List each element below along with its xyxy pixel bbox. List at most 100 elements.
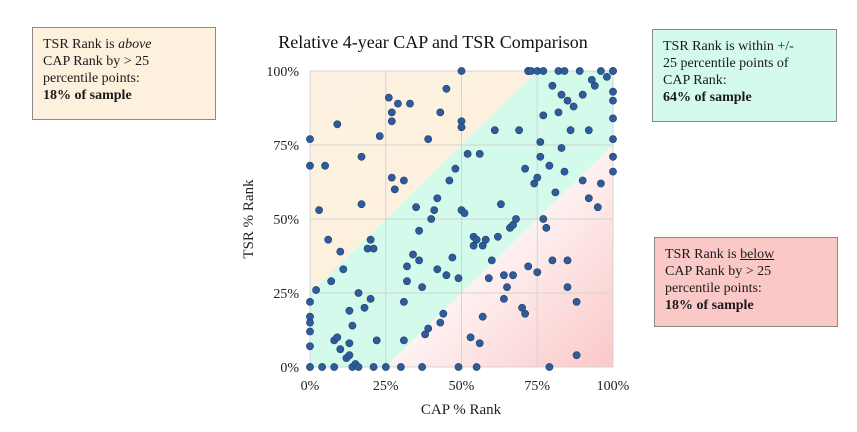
callout-below-share: 18% of sample bbox=[665, 298, 754, 313]
data-point bbox=[418, 363, 426, 371]
data-point bbox=[442, 271, 451, 280]
data-point bbox=[390, 185, 399, 194]
data-point bbox=[609, 67, 617, 75]
callout-above-share: 18% of sample bbox=[43, 88, 132, 103]
callout-below-emphasis: below bbox=[740, 247, 775, 262]
data-point bbox=[366, 294, 375, 303]
data-point bbox=[463, 149, 472, 158]
data-point bbox=[345, 306, 354, 315]
data-point bbox=[484, 274, 493, 283]
x-axis-label: CAP % Rank bbox=[421, 402, 502, 418]
data-points bbox=[306, 67, 617, 371]
data-point bbox=[609, 167, 617, 176]
data-point bbox=[560, 167, 569, 176]
data-point bbox=[609, 87, 617, 96]
data-point bbox=[460, 209, 469, 217]
data-point bbox=[399, 176, 408, 185]
chart-title: Relative 4-year CAP and TSR Comparison bbox=[278, 32, 587, 52]
data-point bbox=[315, 206, 323, 214]
data-point bbox=[487, 256, 496, 265]
data-point bbox=[433, 194, 442, 203]
data-point bbox=[475, 149, 484, 158]
data-point bbox=[321, 161, 329, 170]
data-point bbox=[384, 93, 393, 102]
data-point bbox=[563, 256, 572, 265]
data-point bbox=[457, 123, 466, 132]
data-point bbox=[609, 96, 617, 105]
x-tick-label: 100% bbox=[597, 379, 630, 394]
data-point bbox=[357, 200, 366, 209]
y-tick-label: 50% bbox=[273, 213, 299, 228]
data-point bbox=[557, 90, 566, 99]
data-point bbox=[330, 363, 339, 371]
data-point bbox=[584, 126, 593, 135]
data-point bbox=[454, 363, 463, 371]
data-point bbox=[512, 215, 520, 223]
data-point bbox=[578, 176, 587, 185]
data-point bbox=[306, 318, 314, 327]
data-point bbox=[387, 173, 396, 182]
data-point bbox=[387, 108, 396, 117]
x-tick-labels: 0% 25% 50% 75% 100% bbox=[301, 379, 630, 394]
callout-below: TSR Rank is below CAP Rank by > 25 perce… bbox=[654, 237, 838, 327]
data-point bbox=[375, 132, 384, 140]
data-point bbox=[439, 309, 448, 318]
data-point bbox=[360, 303, 369, 312]
data-point bbox=[563, 96, 572, 105]
data-point bbox=[493, 232, 502, 241]
x-tick-label: 50% bbox=[449, 379, 475, 394]
data-point bbox=[578, 90, 587, 99]
data-point bbox=[418, 283, 426, 291]
data-point bbox=[333, 120, 342, 129]
data-point bbox=[348, 321, 357, 330]
data-point bbox=[457, 67, 466, 75]
x-tick-label: 25% bbox=[373, 379, 399, 394]
data-point bbox=[609, 135, 617, 143]
y-axis-label: TSR % Rank bbox=[241, 179, 257, 259]
data-point bbox=[597, 67, 605, 75]
data-point bbox=[496, 200, 505, 209]
data-point bbox=[451, 164, 460, 173]
y-tick-label: 100% bbox=[266, 65, 299, 80]
callout-within-share: 64% of sample bbox=[663, 90, 752, 105]
data-point bbox=[548, 256, 557, 265]
data-point bbox=[442, 84, 451, 93]
data-point bbox=[533, 268, 542, 277]
data-point bbox=[521, 309, 529, 318]
data-point bbox=[412, 203, 420, 212]
callout-above: TSR Rank is above CAP Rank by > 25 perce… bbox=[32, 27, 216, 120]
data-point bbox=[387, 117, 396, 126]
x-tick-label: 75% bbox=[524, 379, 550, 394]
callout-below-line1: TSR Rank is below bbox=[665, 247, 775, 262]
data-point bbox=[539, 67, 548, 75]
data-point bbox=[357, 152, 366, 161]
data-point bbox=[339, 265, 348, 274]
data-point bbox=[551, 188, 560, 197]
data-point bbox=[336, 247, 345, 256]
y-tick-label: 0% bbox=[280, 361, 299, 376]
x-tick-label: 0% bbox=[301, 379, 320, 394]
data-point bbox=[563, 283, 572, 291]
data-point bbox=[324, 235, 333, 244]
data-point bbox=[572, 297, 581, 306]
data-point bbox=[424, 135, 433, 143]
data-point bbox=[603, 73, 611, 81]
data-point bbox=[475, 339, 484, 348]
data-point bbox=[490, 126, 499, 135]
data-point bbox=[333, 333, 342, 342]
data-point bbox=[539, 111, 548, 120]
data-point bbox=[542, 223, 551, 232]
data-point bbox=[409, 250, 417, 259]
callout-within-line3: CAP Rank: bbox=[663, 73, 727, 88]
data-point bbox=[584, 194, 593, 203]
data-point bbox=[403, 277, 411, 286]
data-point bbox=[545, 363, 554, 371]
callout-above-line1: TSR Rank is above bbox=[43, 37, 152, 52]
data-point bbox=[354, 363, 363, 371]
data-point bbox=[536, 138, 545, 146]
data-point bbox=[472, 235, 481, 244]
data-point bbox=[354, 289, 363, 297]
callout-within-line1: TSR Rank is within +/- bbox=[663, 39, 794, 54]
data-point bbox=[399, 297, 408, 306]
